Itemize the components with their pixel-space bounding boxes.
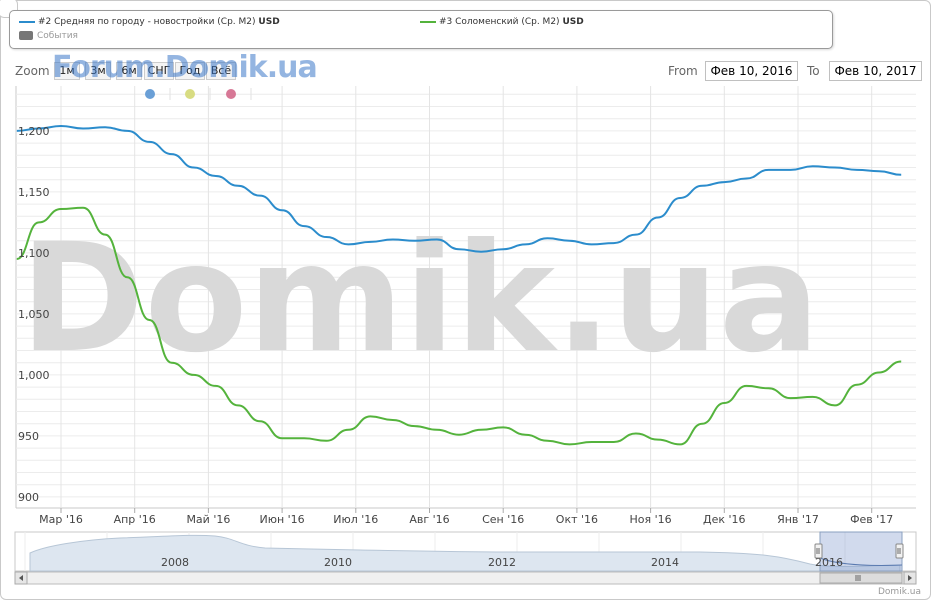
legend-unit-blue: USD <box>258 17 280 27</box>
to-label: To <box>807 64 820 78</box>
to-date-input[interactable]: Фев 10, 2017 <box>829 61 922 81</box>
y-tick-label: 1,050 <box>18 308 50 321</box>
legend-item-blue[interactable]: #2 Средняя по городу - новостройки (Ср. … <box>19 17 280 27</box>
navigator-year-label: 2012 <box>488 556 516 569</box>
series-line-blue[interactable] <box>16 124 902 253</box>
navigator-year-label: 2014 <box>651 556 679 569</box>
zoom-cis-button[interactable]: СНГ <box>144 62 174 80</box>
x-tick-label: Апр '16 <box>114 513 156 526</box>
event-marker[interactable] <box>185 89 195 99</box>
x-tick-label: Июл '16 <box>333 513 378 526</box>
event-marker[interactable] <box>145 89 155 99</box>
x-tick-label: Окт '16 <box>556 513 598 526</box>
zoom-3m-button[interactable]: 3м <box>85 62 111 80</box>
grid <box>15 86 916 509</box>
y-tick-label: 1,100 <box>18 247 50 260</box>
navigator-selected-line <box>819 557 903 566</box>
events-swatch <box>19 31 33 40</box>
x-tick-label: Авг '16 <box>409 513 449 526</box>
x-tick-label: Май '16 <box>186 513 230 526</box>
zoom-all-button[interactable]: Всё <box>206 62 236 80</box>
navigator-area <box>29 534 901 572</box>
x-tick-label: Сен '16 <box>482 513 524 526</box>
credit: Domik.ua <box>878 587 921 597</box>
zoom-year-button[interactable]: Год <box>175 62 205 80</box>
y-tick-label: 1,200 <box>18 125 50 138</box>
x-tick-label: Ноя '16 <box>630 513 672 526</box>
zoom-6m-button[interactable]: 6м <box>116 62 142 80</box>
scrollbar-track[interactable] <box>14 571 917 585</box>
legend-label-green: #3 Соломенский (Ср. М2) <box>439 17 560 27</box>
navigator-year-label: 2008 <box>161 556 189 569</box>
y-tick-label: 950 <box>18 430 39 443</box>
x-tick-label: Июн '16 <box>259 513 304 526</box>
legend-unit-green: USD <box>562 17 584 27</box>
scrollbar-thumb[interactable] <box>819 572 903 584</box>
legend-swatch-blue <box>19 20 35 23</box>
legend-label-blue: #2 Средняя по городу - новостройки (Ср. … <box>38 17 256 27</box>
x-axis-ticks: Мар '16 Апр '16 Май '16 Июн '16 Июл '16 Авг '… <box>39 508 893 526</box>
navigator-year-label: 2016 <box>815 556 843 569</box>
from-date-input[interactable]: Фев 10, 2016 <box>705 61 798 81</box>
y-tick-label: 900 <box>18 491 39 504</box>
zoom-1m-button[interactable]: 1м <box>54 62 80 80</box>
event-marker[interactable] <box>226 89 236 99</box>
legend-item-events[interactable]: События <box>19 31 78 41</box>
series-layer <box>16 124 902 446</box>
legend-item-green[interactable]: #3 Соломенский (Ср. М2) USD <box>420 17 584 27</box>
scroll-left-arrow-icon <box>19 575 23 581</box>
navigator-year-label: 2010 <box>324 556 352 569</box>
series-line-green[interactable] <box>16 206 902 446</box>
x-tick-label: Фев '17 <box>850 513 893 526</box>
watermark-main: Domik.ua <box>20 212 820 386</box>
zoom-label: Zoom <box>15 64 50 78</box>
navigator[interactable]: 2008 2010 2012 2014 2016 <box>14 531 917 585</box>
from-label: From <box>668 64 698 78</box>
scroll-right-arrow-icon <box>908 575 912 581</box>
x-tick-label: Янв '17 <box>777 513 819 526</box>
y-tick-label: 1,000 <box>18 369 50 382</box>
x-tick-label: Дек '16 <box>703 513 746 526</box>
events-label: События <box>37 31 78 41</box>
y-axis-ticks: 900 950 1,000 1,050 1,100 1,150 1,200 <box>18 125 50 504</box>
legend-swatch-green <box>420 20 436 23</box>
legend: #2 Средняя по городу - новостройки (Ср. … <box>9 10 833 49</box>
x-tick-label: Мар '16 <box>39 513 83 526</box>
y-tick-label: 1,150 <box>18 186 50 199</box>
event-markers[interactable] <box>145 88 252 100</box>
